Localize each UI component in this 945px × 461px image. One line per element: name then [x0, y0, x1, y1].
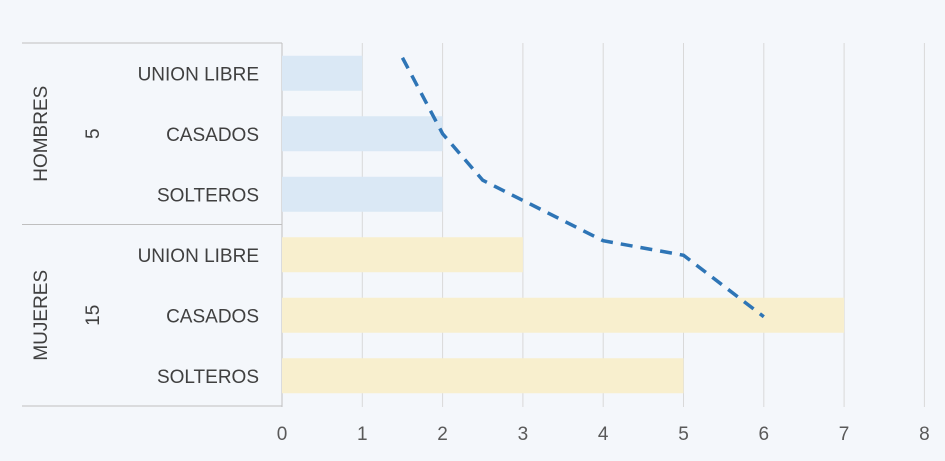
group-label-hombres: HOMBRES — [31, 86, 52, 182]
x-tick-label: 6 — [759, 424, 770, 445]
bar-hombres-casados — [282, 116, 443, 152]
x-tick-label: 2 — [437, 424, 448, 445]
x-tick-label: 7 — [839, 424, 850, 445]
bar-mujeres-casados — [282, 297, 845, 333]
x-tick-label: 1 — [357, 424, 368, 445]
category-label: SOLTEROS — [157, 185, 259, 206]
category-label: UNION LIBRE — [138, 246, 259, 267]
x-tick-label: 3 — [518, 424, 529, 445]
bar-hombres-union-libre — [282, 55, 363, 91]
group-total-hombres: 5 — [83, 128, 104, 139]
category-label: SOLTEROS — [157, 367, 259, 388]
x-tick-label: 0 — [277, 424, 288, 445]
group-total-mujeres: 15 — [83, 305, 104, 326]
bar-hombres-solteros — [282, 176, 443, 212]
x-tick-label: 4 — [598, 424, 609, 445]
category-label: UNION LIBRE — [138, 64, 259, 85]
trend-line — [400, 56, 765, 319]
category-label: CASADOS — [166, 125, 259, 146]
group-label-mujeres: MUJERES — [31, 270, 52, 361]
bar-mujeres-union-libre — [282, 237, 523, 273]
bar-mujeres-solteros — [282, 358, 684, 394]
category-label: CASADOS — [166, 306, 259, 327]
x-tick-label: 5 — [678, 424, 689, 445]
x-tick-label: 8 — [919, 424, 930, 445]
